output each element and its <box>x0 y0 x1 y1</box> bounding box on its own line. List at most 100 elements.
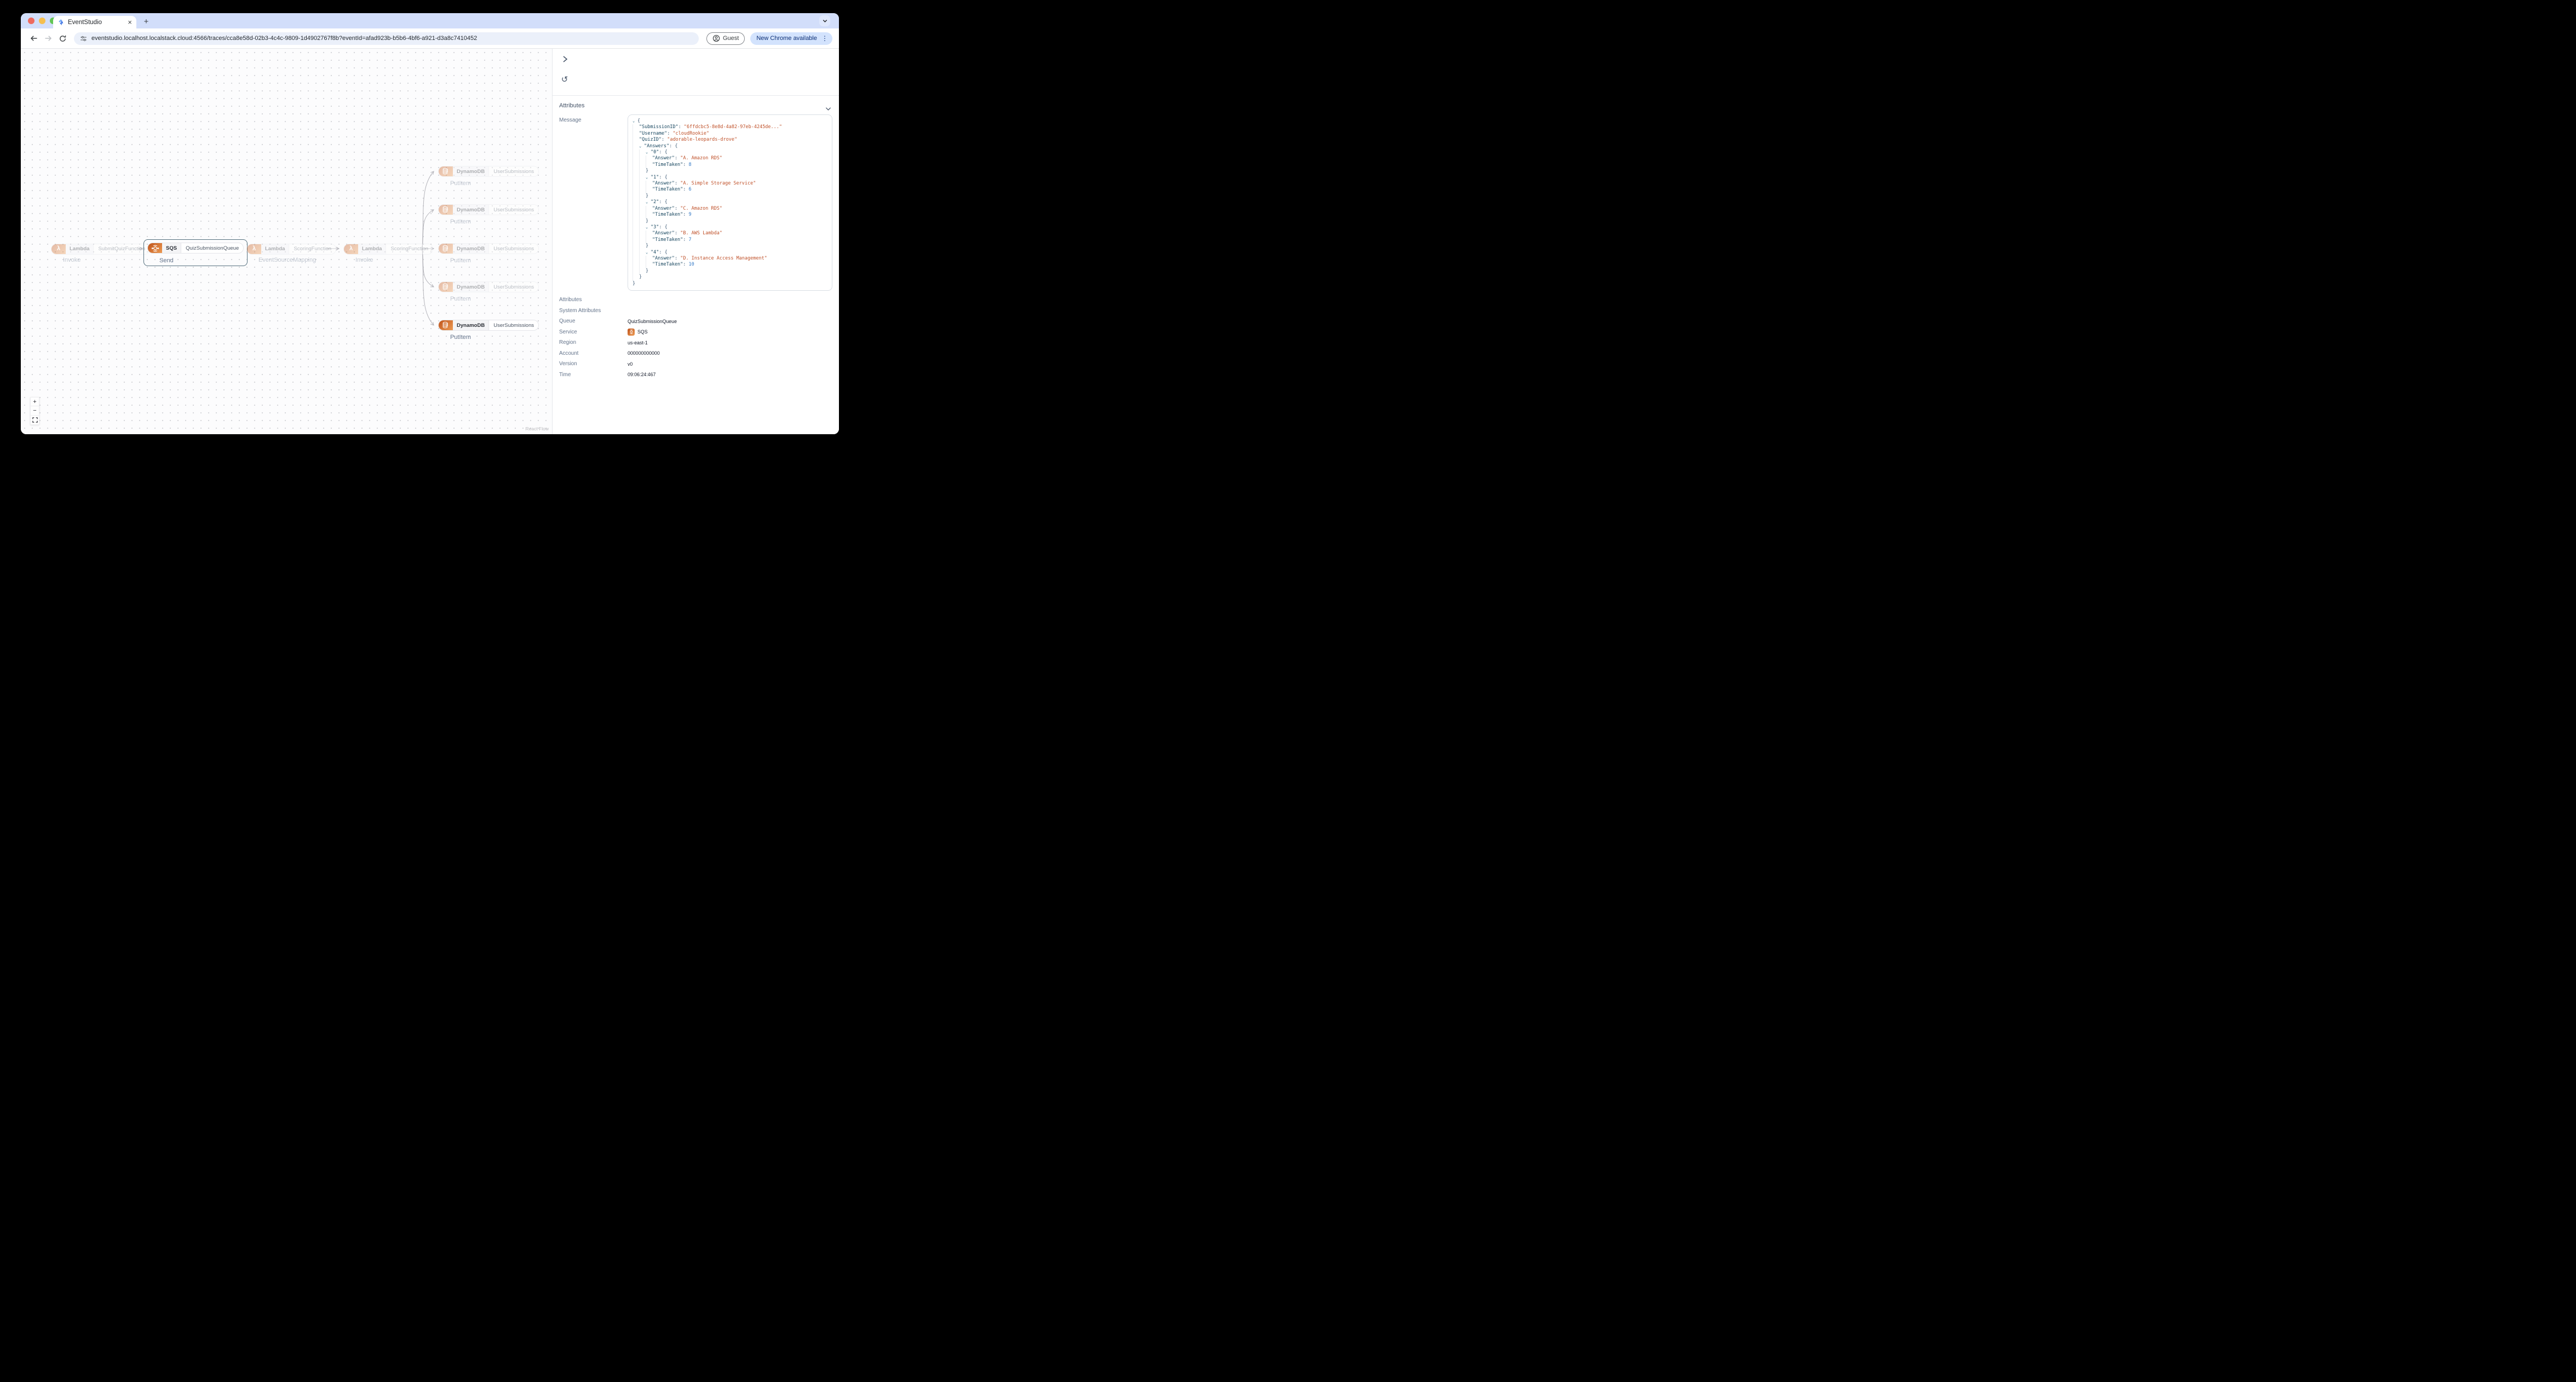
indent-guide <box>639 199 646 206</box>
browser-window: EventStudio × + eventstudio.localhost.lo… <box>21 13 839 434</box>
tab-eventstudio[interactable]: EventStudio × <box>53 16 136 28</box>
detail-list: Attributes System Attributes Queue QuizSubm… <box>559 295 832 380</box>
flow-node-dynamodb-7[interactable]: DynamoDB UserSubmissions PutItem <box>438 281 539 302</box>
flow-node-lambda-0[interactable]: λ Lambda SubmitQuizFunction Invoke <box>51 243 150 263</box>
dynamodb-icon <box>439 205 453 215</box>
flow-node-dynamodb-5[interactable]: DynamoDB UserSubmissions PutItem <box>438 204 539 225</box>
reload-icon[interactable] <box>56 32 69 45</box>
site-settings-icon[interactable] <box>80 35 87 42</box>
indent-guide <box>633 231 639 237</box>
tab-strip: EventStudio × + <box>21 13 839 28</box>
sqs-icon <box>148 243 162 253</box>
json-line: ⌄ "0": { <box>633 149 827 156</box>
chrome-update-chip[interactable]: New Chrome available ⋮ <box>750 32 832 45</box>
dynamodb-icon <box>439 166 453 176</box>
indent-guide <box>639 218 646 224</box>
detail-label: Queue <box>559 318 576 325</box>
indent-guide <box>639 149 646 156</box>
node-pill: DynamoDB UserSubmissions <box>438 320 539 331</box>
close-window-button[interactable] <box>28 18 34 24</box>
url-text[interactable]: eventstudio.localhost.localstack.cloud:4… <box>91 35 478 42</box>
json-line: "SubmissionID": "6ffdcbc5-8e8d-4a82-97eb… <box>633 124 827 131</box>
indent-guide <box>633 130 639 137</box>
back-icon[interactable] <box>27 32 41 45</box>
flow-node-dynamodb-8[interactable]: DynamoDB UserSubmissions PutItem <box>438 320 539 341</box>
address-bar[interactable]: eventstudio.localhost.localstack.cloud:4… <box>74 32 699 45</box>
zoom-out-button[interactable]: − <box>30 406 39 416</box>
json-line: ⌄ "1": { <box>633 174 827 181</box>
collapse-caret-icon[interactable]: ⌄ <box>633 119 635 123</box>
json-line: "Answer": "D. Instance Access Management… <box>633 255 827 262</box>
forward-icon[interactable] <box>42 32 55 45</box>
indent-guide <box>633 174 639 181</box>
tab-close-icon[interactable]: × <box>128 18 132 26</box>
json-line: "TimeTaken": 6 <box>633 187 827 193</box>
collapse-caret-icon[interactable]: ⌄ <box>646 200 648 205</box>
collapse-caret-icon[interactable]: ⌄ <box>646 150 648 155</box>
collapse-caret-icon[interactable]: ⌄ <box>646 175 648 180</box>
indent-guide <box>639 205 646 212</box>
detail-value: SQS <box>637 329 648 335</box>
refresh-icon[interactable]: ↺ <box>561 75 568 84</box>
indent-guide <box>639 231 646 237</box>
node-pill: λ Lambda ScoringFunction <box>343 243 434 255</box>
json-line: "Username": "cloudRookie" <box>633 130 827 137</box>
indent-guide <box>646 156 652 162</box>
node-action-label: Send <box>159 257 174 264</box>
indent-guide <box>633 224 639 231</box>
flow-node-lambda-2[interactable]: λ Lambda ScoringFunction EventSourceMapping <box>246 243 337 263</box>
dynamodb-icon <box>439 320 453 330</box>
new-tab-button[interactable]: + <box>143 16 149 26</box>
node-action-label: PutItem <box>450 334 471 341</box>
node-service-label: DynamoDB <box>453 166 490 176</box>
json-line: "Answer": "A. Simple Storage Service" <box>633 181 827 187</box>
collapse-panel-icon[interactable] <box>560 54 571 65</box>
node-service-label: SQS <box>162 243 182 253</box>
indent-guide <box>633 137 639 143</box>
indent-guide <box>633 255 639 262</box>
collapse-caret-icon[interactable]: ⌄ <box>646 224 648 229</box>
attributes-collapse-chevron-icon[interactable] <box>825 104 831 114</box>
indent-guide <box>639 262 646 268</box>
indent-guide <box>633 212 639 218</box>
attributes-section-header[interactable]: Attributes <box>559 102 585 109</box>
node-resource-label: QuizSubmissionQueue <box>181 243 244 253</box>
minimize-window-button[interactable] <box>39 18 45 24</box>
flow-node-sqs-1[interactable]: SQS QuizSubmissionQueue Send <box>143 239 248 266</box>
indent-guide <box>633 218 639 224</box>
json-line: ⌄{ <box>633 118 641 124</box>
zoom-in-button[interactable]: + <box>30 397 39 406</box>
lambda-icon: λ <box>344 244 358 254</box>
node-resource-label: UserSubmissions <box>489 205 539 215</box>
indent-guide <box>639 249 646 256</box>
node-action-label: PutItem <box>450 180 471 187</box>
json-line: } <box>633 218 827 224</box>
collapse-caret-icon[interactable]: ⌄ <box>646 250 648 255</box>
guest-profile-button[interactable]: Guest <box>706 32 745 45</box>
fit-view-button[interactable] <box>30 416 39 425</box>
collapse-caret-icon[interactable]: ⌄ <box>639 143 642 148</box>
indent-guide <box>639 193 646 200</box>
node-action-label: PutItem <box>450 257 471 264</box>
guest-avatar-icon <box>712 34 720 42</box>
json-line: } <box>633 243 827 250</box>
indent-guide <box>639 181 646 187</box>
flow-node-lambda-3[interactable]: λ Lambda ScoringFunction Invoke <box>343 243 434 263</box>
browser-toolbar: eventstudio.localhost.localstack.cloud:4… <box>21 28 839 49</box>
indent-guide <box>646 262 652 268</box>
tab-search-chevron-icon[interactable] <box>819 15 830 26</box>
indent-guide <box>639 237 646 244</box>
canvas-controls: + − <box>30 397 39 425</box>
flow-node-dynamodb-6[interactable]: DynamoDB UserSubmissions PutItem <box>438 243 539 264</box>
indent-guide <box>633 143 639 150</box>
flow-node-dynamodb-4[interactable]: DynamoDB UserSubmissions PutItem <box>438 166 539 187</box>
node-pill: DynamoDB UserSubmissions <box>438 243 539 254</box>
indent-guide <box>639 212 646 218</box>
flow-canvas[interactable]: λ Lambda SubmitQuizFunction Invoke SQS QuizSu… <box>21 49 553 434</box>
browser-menu-kebab-icon[interactable]: ⋮ <box>821 34 828 42</box>
detail-label: Version <box>559 361 577 367</box>
detail-label: Account <box>559 350 579 356</box>
node-pill: DynamoDB UserSubmissions <box>438 281 539 292</box>
message-json[interactable]: ⌄{"SubmissionID": "6ffdcbc5-8e8d-4a82-97… <box>628 114 832 291</box>
indent-guide <box>633 162 639 169</box>
